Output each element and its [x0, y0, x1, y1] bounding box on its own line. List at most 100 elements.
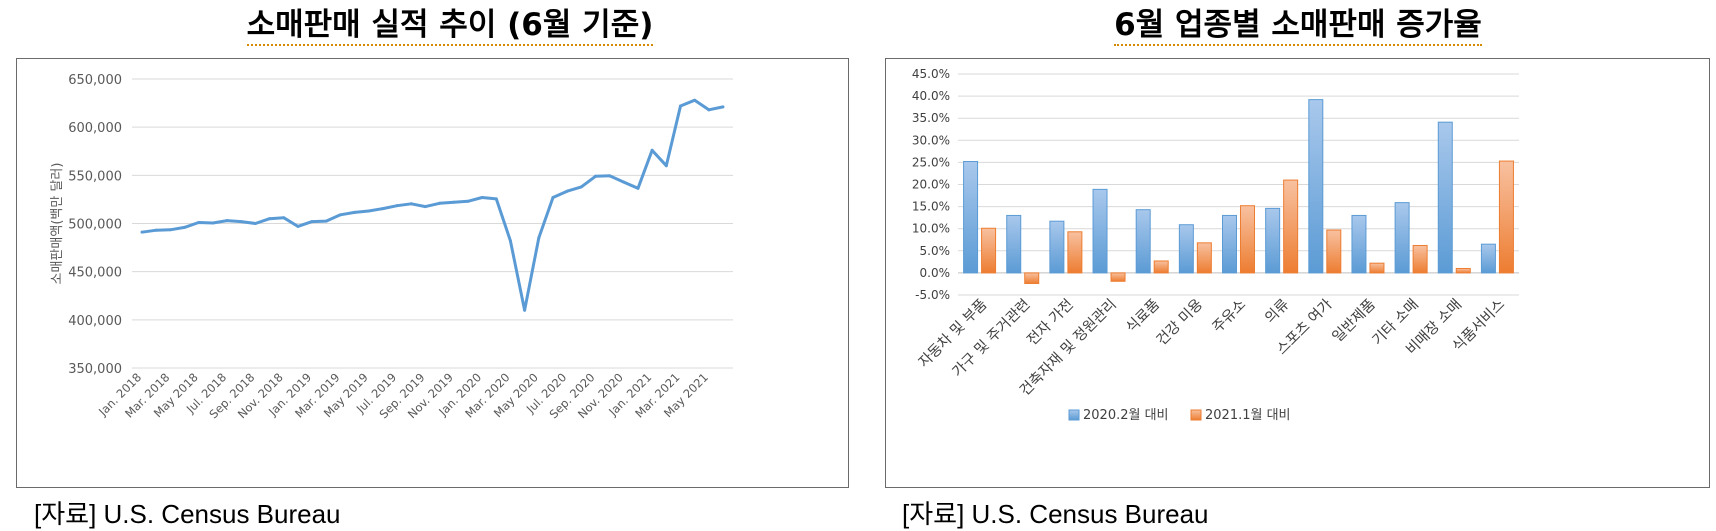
y-tick-label: 20.0%: [912, 178, 950, 192]
bar-2020-feb: [1135, 209, 1151, 274]
data-point: [225, 219, 229, 223]
data-point: [367, 209, 371, 213]
data-point: [183, 225, 187, 229]
data-point: [650, 148, 654, 152]
bar-2020-feb: [1265, 207, 1281, 274]
category-label: 주유소: [1210, 297, 1250, 337]
legend-label: 2021.1월 대비: [1205, 408, 1291, 423]
bar-chart: -5.0% 0.0% 5.0% 10.0% 15.0% 20.0% 25.0% 30.0% 35…: [912, 67, 1519, 423]
data-point: [579, 185, 583, 189]
data-point: [197, 221, 201, 225]
bar-2021-jan: [1455, 267, 1471, 274]
data-point: [409, 202, 413, 206]
y-tick-label: -5.0%: [915, 288, 950, 302]
y-tick-label: 40.0%: [912, 89, 950, 103]
bar-2020-feb: [1049, 220, 1065, 274]
data-point: [296, 224, 300, 228]
category-label: 가구 및 주거관련: [949, 296, 1034, 381]
bar-2020-feb: [1437, 121, 1453, 274]
category-label: 의류: [1262, 296, 1293, 327]
bar-2020-feb: [1480, 243, 1496, 274]
data-point: [551, 195, 555, 199]
data-point: [565, 189, 569, 193]
data-point: [239, 220, 243, 224]
bar-2021-jan: [1196, 242, 1212, 274]
legend-label: 2020.2월 대비: [1083, 408, 1169, 423]
data-point: [523, 308, 527, 312]
bar-2020-feb: [1006, 214, 1022, 274]
bar-2021-jan: [1153, 260, 1169, 274]
line-chart: 350,000 400,000 450,000 500,000 550,000 600,0…: [50, 73, 733, 421]
category-label: 식료품: [1123, 296, 1163, 336]
bar-2021-jan: [1369, 262, 1385, 274]
bar-2021-jan: [981, 227, 997, 274]
line-chart-title: 소매판매 실적 추이 (6월 기준): [20, 2, 880, 48]
data-point: [438, 201, 442, 205]
bar-2021-jan: [1412, 244, 1428, 274]
y-tick-label: 650,000: [68, 73, 122, 88]
data-point: [721, 105, 725, 109]
line-chart-panel: 350,000 400,000 450,000 500,000 550,000 600,0…: [16, 58, 849, 488]
legend-swatch: [1068, 409, 1080, 421]
bar-2021-jan: [1067, 231, 1083, 274]
y-tick-label: 600,000: [68, 121, 122, 136]
data-point: [353, 210, 357, 214]
bar-2020-feb: [1178, 224, 1194, 274]
data-point: [168, 228, 172, 232]
data-point: [707, 108, 711, 112]
y-tick-label: 15.0%: [912, 200, 950, 214]
data-point: [154, 228, 158, 232]
bar-2020-feb: [1351, 214, 1367, 274]
data-point: [324, 219, 328, 223]
data-point: [693, 98, 697, 102]
data-point: [537, 236, 541, 240]
data-point: [480, 195, 484, 199]
data-point: [140, 230, 144, 234]
bar-2021-jan: [1240, 205, 1255, 274]
y-tick-label: 25.0%: [912, 155, 950, 169]
data-point: [381, 207, 385, 211]
legend-swatch: [1190, 409, 1202, 421]
category-label: 건강 미용: [1153, 296, 1206, 349]
y-tick-label: 30.0%: [912, 133, 950, 147]
y-tick-label: 500,000: [68, 218, 122, 233]
bar-2021-jan: [1326, 229, 1342, 274]
bar-2020-feb: [1222, 214, 1237, 274]
data-point: [664, 164, 668, 168]
data-point: [253, 222, 257, 225]
data-point: [508, 239, 512, 243]
data-point: [395, 204, 399, 208]
y-tick-label: 550,000: [68, 169, 122, 184]
y-tick-label: 0.0%: [920, 266, 951, 280]
bar-2021-jan: [1283, 179, 1299, 274]
y-tick-label: 35.0%: [912, 111, 950, 125]
data-point: [338, 213, 342, 217]
bar-2021-jan: [1024, 272, 1040, 285]
y-tick-label: 400,000: [68, 314, 122, 329]
y-tick-label: 45.0%: [912, 67, 950, 81]
data-point: [452, 200, 456, 204]
source-note-left: [자료] U.S. Census Bureau: [34, 499, 341, 529]
y-axis-label: 소매판매액(백만 달러): [50, 163, 65, 285]
bar-2020-feb: [1394, 202, 1410, 274]
data-point: [466, 199, 470, 203]
data-point: [622, 180, 626, 184]
data-point: [310, 220, 314, 224]
bar-2020-feb: [1308, 99, 1324, 274]
data-point: [268, 217, 272, 221]
y-tick-label: 450,000: [68, 266, 122, 281]
bar-chart-title: 6월 업종별 소매판매 증가율: [880, 2, 1716, 48]
data-point: [211, 221, 215, 225]
series-line: [141, 98, 724, 312]
bar-2020-feb: [1092, 188, 1108, 274]
data-point: [593, 174, 597, 178]
y-tick-label: 10.0%: [912, 222, 950, 236]
bar-2020-feb: [963, 161, 979, 274]
source-note-right: [자료] U.S. Census Bureau: [902, 499, 1209, 529]
data-point: [636, 186, 640, 190]
bar-chart-panel: -5.0% 0.0% 5.0% 10.0% 15.0% 20.0% 25.0% 30.0% 35…: [885, 58, 1710, 488]
y-tick-label: 350,000: [68, 362, 122, 377]
bar-2021-jan: [1498, 160, 1514, 274]
data-point: [678, 104, 682, 108]
data-point: [608, 174, 612, 178]
